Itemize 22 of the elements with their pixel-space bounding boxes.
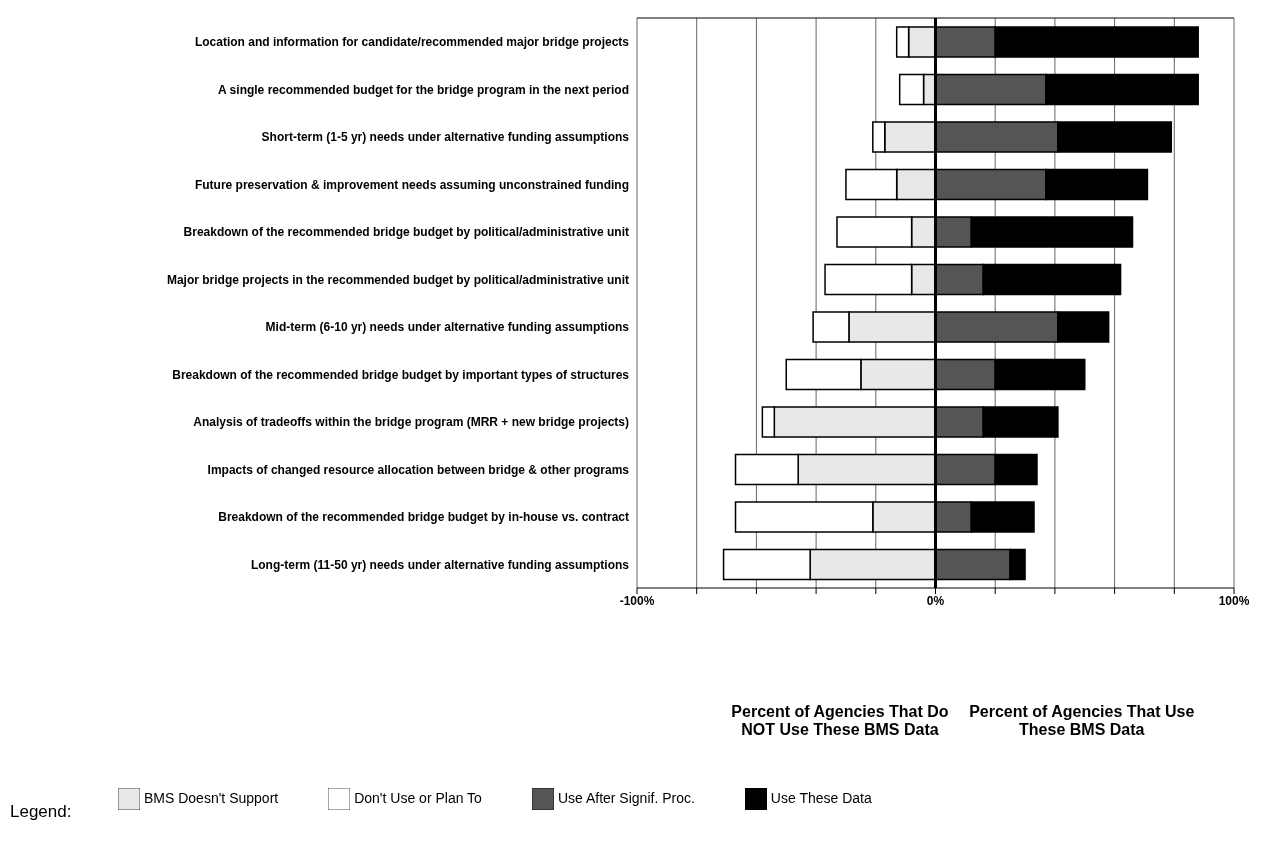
text: Percent of Agencies That Use These BMS Data — [968, 703, 1196, 739]
y-tick-label: Long-term (11-50 yr) needs under alternative funding assumptions — [250, 557, 630, 572]
x-tick-label: 0% — [926, 593, 945, 608]
text: Percent of Agencies That Do NOT Use These BMS Data — [730, 703, 950, 739]
y-tick-label: Major bridge projects in the recommended budget by political/administrative unit — [166, 272, 629, 287]
x-tick-label: -100% — [619, 593, 655, 608]
legend-label: Don't Use or Plan To — [354, 789, 482, 806]
legend-title: Legend: — [10, 802, 72, 822]
y-tick-label: Short-term (1-5 yr) needs under alternative funding assumptions — [261, 130, 630, 145]
y-tick-label: Analysis of tradeoffs within the bridge program (MRR + new bridge projects) — [193, 415, 629, 430]
legend-label: BMS Doesn't Support — [144, 789, 279, 806]
y-tick-label: Mid-term (6-10 yr) needs under alternative funding assumptions — [265, 320, 630, 335]
y-tick-label: Future preservation & improvement needs assuming unconstrained funding — [194, 177, 629, 192]
x-tick-label: 100% — [1218, 593, 1250, 608]
y-tick-label: Breakdown of the recommended bridge budget by important types of structures — [172, 367, 630, 382]
y-tick-label: Impacts of changed resource allocation between bridge & other programs — [207, 462, 630, 477]
legend-label: Use These Data — [770, 789, 872, 806]
y-tick-label: Location and information for candidate/recommended major bridge projects — [194, 35, 630, 50]
y-tick-label: Breakdown of the recommended bridge budget by in-house vs. contract — [218, 510, 629, 525]
legend-label: Use After Signif. Proc. — [557, 789, 695, 806]
y-tick-label: Breakdown of the recommended bridge budget by political/administrative unit — [183, 225, 629, 240]
y-tick-label: A single recommended budget for the bridge program in the next period — [218, 82, 629, 97]
